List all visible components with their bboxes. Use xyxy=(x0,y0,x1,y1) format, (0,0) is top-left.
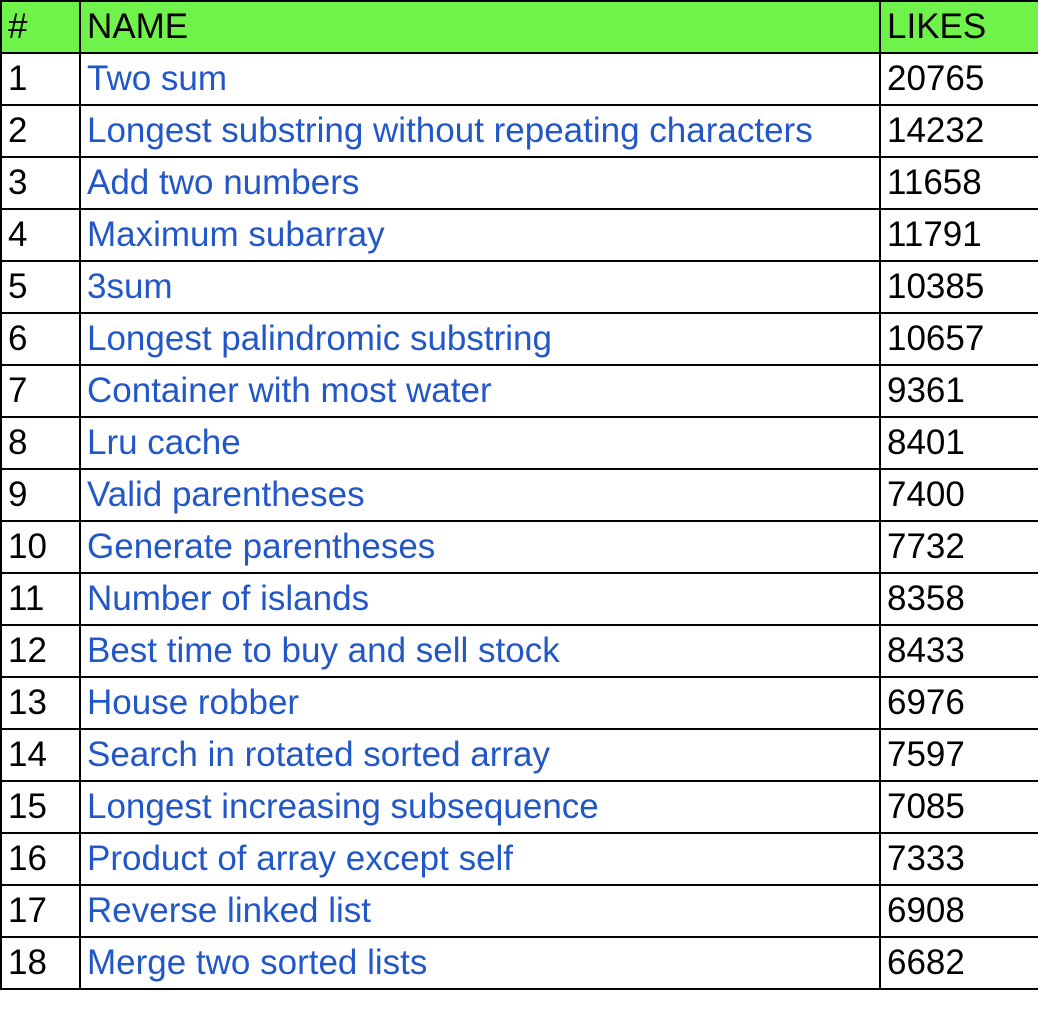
problem-link[interactable]: Valid parentheses xyxy=(87,475,365,514)
table-row: 16 Product of array except self 7333 xyxy=(0,832,1038,886)
likes-count: 7732 xyxy=(879,520,1038,574)
likes-count: 20765 xyxy=(879,52,1038,106)
table-row: 6 Longest palindromic substring 10657 xyxy=(0,312,1038,366)
row-number: 7 xyxy=(0,364,81,418)
row-number: 11 xyxy=(0,572,81,626)
row-number: 14 xyxy=(0,728,81,782)
row-number: 2 xyxy=(0,104,81,158)
row-number: 8 xyxy=(0,416,81,470)
header-likes: LIKES xyxy=(879,0,1038,54)
row-number: 17 xyxy=(0,884,81,938)
table-header: # NAME LIKES xyxy=(0,0,1038,54)
problem-name-cell: Longest palindromic substring xyxy=(79,312,881,366)
row-number: 12 xyxy=(0,624,81,678)
table-row: 17 Reverse linked list 6908 xyxy=(0,884,1038,938)
problem-link[interactable]: Container with most water xyxy=(87,371,492,410)
likes-count: 7400 xyxy=(879,468,1038,522)
likes-count: 9361 xyxy=(879,364,1038,418)
problem-link[interactable]: Longest increasing subsequence xyxy=(87,787,599,826)
problem-link[interactable]: Best time to buy and sell stock xyxy=(87,631,560,670)
likes-count: 14232 xyxy=(879,104,1038,158)
table-row: 11 Number of islands 8358 xyxy=(0,572,1038,626)
problem-link[interactable]: Merge two sorted lists xyxy=(87,943,428,982)
table-row: 14 Search in rotated sorted array 7597 xyxy=(0,728,1038,782)
table-row: 15 Longest increasing subsequence 7085 xyxy=(0,780,1038,834)
problem-name-cell: Reverse linked list xyxy=(79,884,881,938)
problem-name-cell: Product of array except self xyxy=(79,832,881,886)
problem-link[interactable]: House robber xyxy=(87,683,300,722)
likes-count: 6976 xyxy=(879,676,1038,730)
likes-count: 6682 xyxy=(879,936,1038,990)
problem-name-cell: Search in rotated sorted array xyxy=(79,728,881,782)
likes-count: 10385 xyxy=(879,260,1038,314)
problem-link[interactable]: Search in rotated sorted array xyxy=(87,735,551,774)
problem-name-cell: Valid parentheses xyxy=(79,468,881,522)
row-number: 15 xyxy=(0,780,81,834)
likes-count: 6908 xyxy=(879,884,1038,938)
likes-count: 10657 xyxy=(879,312,1038,366)
header-num: # xyxy=(0,0,81,54)
problem-name-cell: Number of islands xyxy=(79,572,881,626)
table-row: 9 Valid parentheses 7400 xyxy=(0,468,1038,522)
table-row: 3 Add two numbers 11658 xyxy=(0,156,1038,210)
table-row: 12 Best time to buy and sell stock 8433 xyxy=(0,624,1038,678)
table-row: 10 Generate parentheses 7732 xyxy=(0,520,1038,574)
likes-count: 11791 xyxy=(879,208,1038,262)
header-name: NAME xyxy=(79,0,881,54)
row-number: 13 xyxy=(0,676,81,730)
row-number: 6 xyxy=(0,312,81,366)
row-number: 18 xyxy=(0,936,81,990)
table-row: 7 Container with most water 9361 xyxy=(0,364,1038,418)
problem-name-cell: Lru cache xyxy=(79,416,881,470)
problem-name-cell: Container with most water xyxy=(79,364,881,418)
likes-count: 11658 xyxy=(879,156,1038,210)
problem-name-cell: Two sum xyxy=(79,52,881,106)
problem-name-cell: House robber xyxy=(79,676,881,730)
table-row: 4 Maximum subarray 11791 xyxy=(0,208,1038,262)
problem-link[interactable]: Number of islands xyxy=(87,579,370,618)
problem-name-cell: Longest increasing subsequence xyxy=(79,780,881,834)
problems-table: # NAME LIKES 1 Two sum 20765 2 Longest subst… xyxy=(0,0,1038,990)
table-row: 8 Lru cache 8401 xyxy=(0,416,1038,470)
row-number: 1 xyxy=(0,52,81,106)
table-body: 1 Two sum 20765 2 Longest substring without … xyxy=(0,52,1038,990)
problem-link[interactable]: Reverse linked list xyxy=(87,891,371,930)
header-row: # NAME LIKES xyxy=(0,0,1038,54)
problem-name-cell: Best time to buy and sell stock xyxy=(79,624,881,678)
likes-count: 8401 xyxy=(879,416,1038,470)
likes-count: 7333 xyxy=(879,832,1038,886)
likes-count: 8433 xyxy=(879,624,1038,678)
table-row: 1 Two sum 20765 xyxy=(0,52,1038,106)
problem-link[interactable]: Lru cache xyxy=(87,423,241,462)
table-row: 13 House robber 6976 xyxy=(0,676,1038,730)
row-number: 9 xyxy=(0,468,81,522)
table-row: 2 Longest substring without repeating cha… xyxy=(0,104,1038,158)
problem-link[interactable]: Product of array except self xyxy=(87,839,514,878)
likes-count: 8358 xyxy=(879,572,1038,626)
problem-name-cell: Longest substring without repeating char… xyxy=(79,104,881,158)
row-number: 5 xyxy=(0,260,81,314)
problem-name-cell: Merge two sorted lists xyxy=(79,936,881,990)
likes-count: 7085 xyxy=(879,780,1038,834)
problem-link[interactable]: Add two numbers xyxy=(87,163,360,202)
problem-link[interactable]: Two sum xyxy=(87,59,228,98)
row-number: 10 xyxy=(0,520,81,574)
problem-link[interactable]: 3sum xyxy=(87,267,173,306)
problem-link[interactable]: Generate parentheses xyxy=(87,527,436,566)
table-row: 18 Merge two sorted lists 6682 xyxy=(0,936,1038,990)
problem-name-cell: 3sum xyxy=(79,260,881,314)
problem-name-cell: Maximum subarray xyxy=(79,208,881,262)
problem-link[interactable]: Longest palindromic substring xyxy=(87,319,552,358)
row-number: 4 xyxy=(0,208,81,262)
problem-name-cell: Generate parentheses xyxy=(79,520,881,574)
row-number: 16 xyxy=(0,832,81,886)
row-number: 3 xyxy=(0,156,81,210)
problem-name-cell: Add two numbers xyxy=(79,156,881,210)
problem-link[interactable]: Maximum subarray xyxy=(87,215,385,254)
problem-link[interactable]: Longest substring without repeating char… xyxy=(87,111,813,150)
table-row: 5 3sum 10385 xyxy=(0,260,1038,314)
likes-count: 7597 xyxy=(879,728,1038,782)
